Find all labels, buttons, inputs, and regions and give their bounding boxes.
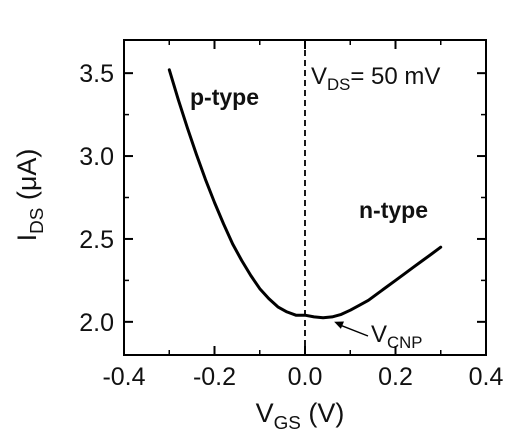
y-axis-title-sub: DS [27, 208, 48, 234]
x-tick-label: 0.4 [469, 363, 504, 391]
y-axis-title-main: I [12, 234, 42, 242]
plot-frame [123, 39, 487, 356]
y-tick-label: 2.0 [79, 309, 114, 337]
y-tick-label: 2.5 [79, 226, 114, 254]
x-tick-label: 0.0 [288, 363, 323, 391]
vcnp-arrow-head [334, 321, 344, 329]
n-type-label: n-type [359, 197, 428, 223]
vds-annotation: VDS= 50 mV [311, 63, 440, 94]
tick-layer: -0.4 -0.2 0.0 0.2 0.4 2.0 2.5 3.0 3.5 [79, 40, 503, 391]
x-tick-label: 0.2 [378, 363, 413, 391]
x-axis-title: VGS (V) [256, 398, 345, 434]
x-axis-title-sub: GS [274, 413, 301, 434]
x-axis-title-unit: (V) [301, 398, 345, 428]
y-axis-title: IDS (μA) [12, 149, 48, 242]
vcnp-annotation: VCNP [371, 321, 422, 352]
vds-sub: DS [327, 75, 350, 94]
vds-main: V [311, 63, 327, 90]
x-axis-title-main: V [256, 398, 274, 428]
x-tick-label: -0.2 [193, 363, 236, 391]
x-tick-label: -0.4 [102, 363, 145, 391]
vcnp-arrow [338, 324, 369, 337]
p-type-label: p-type [190, 84, 259, 110]
vds-rest: = 50 mV [350, 63, 440, 90]
y-axis-title-unit: (μA) [12, 149, 42, 208]
vcnp-sub: CNP [387, 333, 422, 352]
y-tick-label: 3.0 [79, 143, 114, 171]
y-tick-label: 3.5 [79, 60, 114, 88]
vcnp-main: V [371, 321, 387, 348]
